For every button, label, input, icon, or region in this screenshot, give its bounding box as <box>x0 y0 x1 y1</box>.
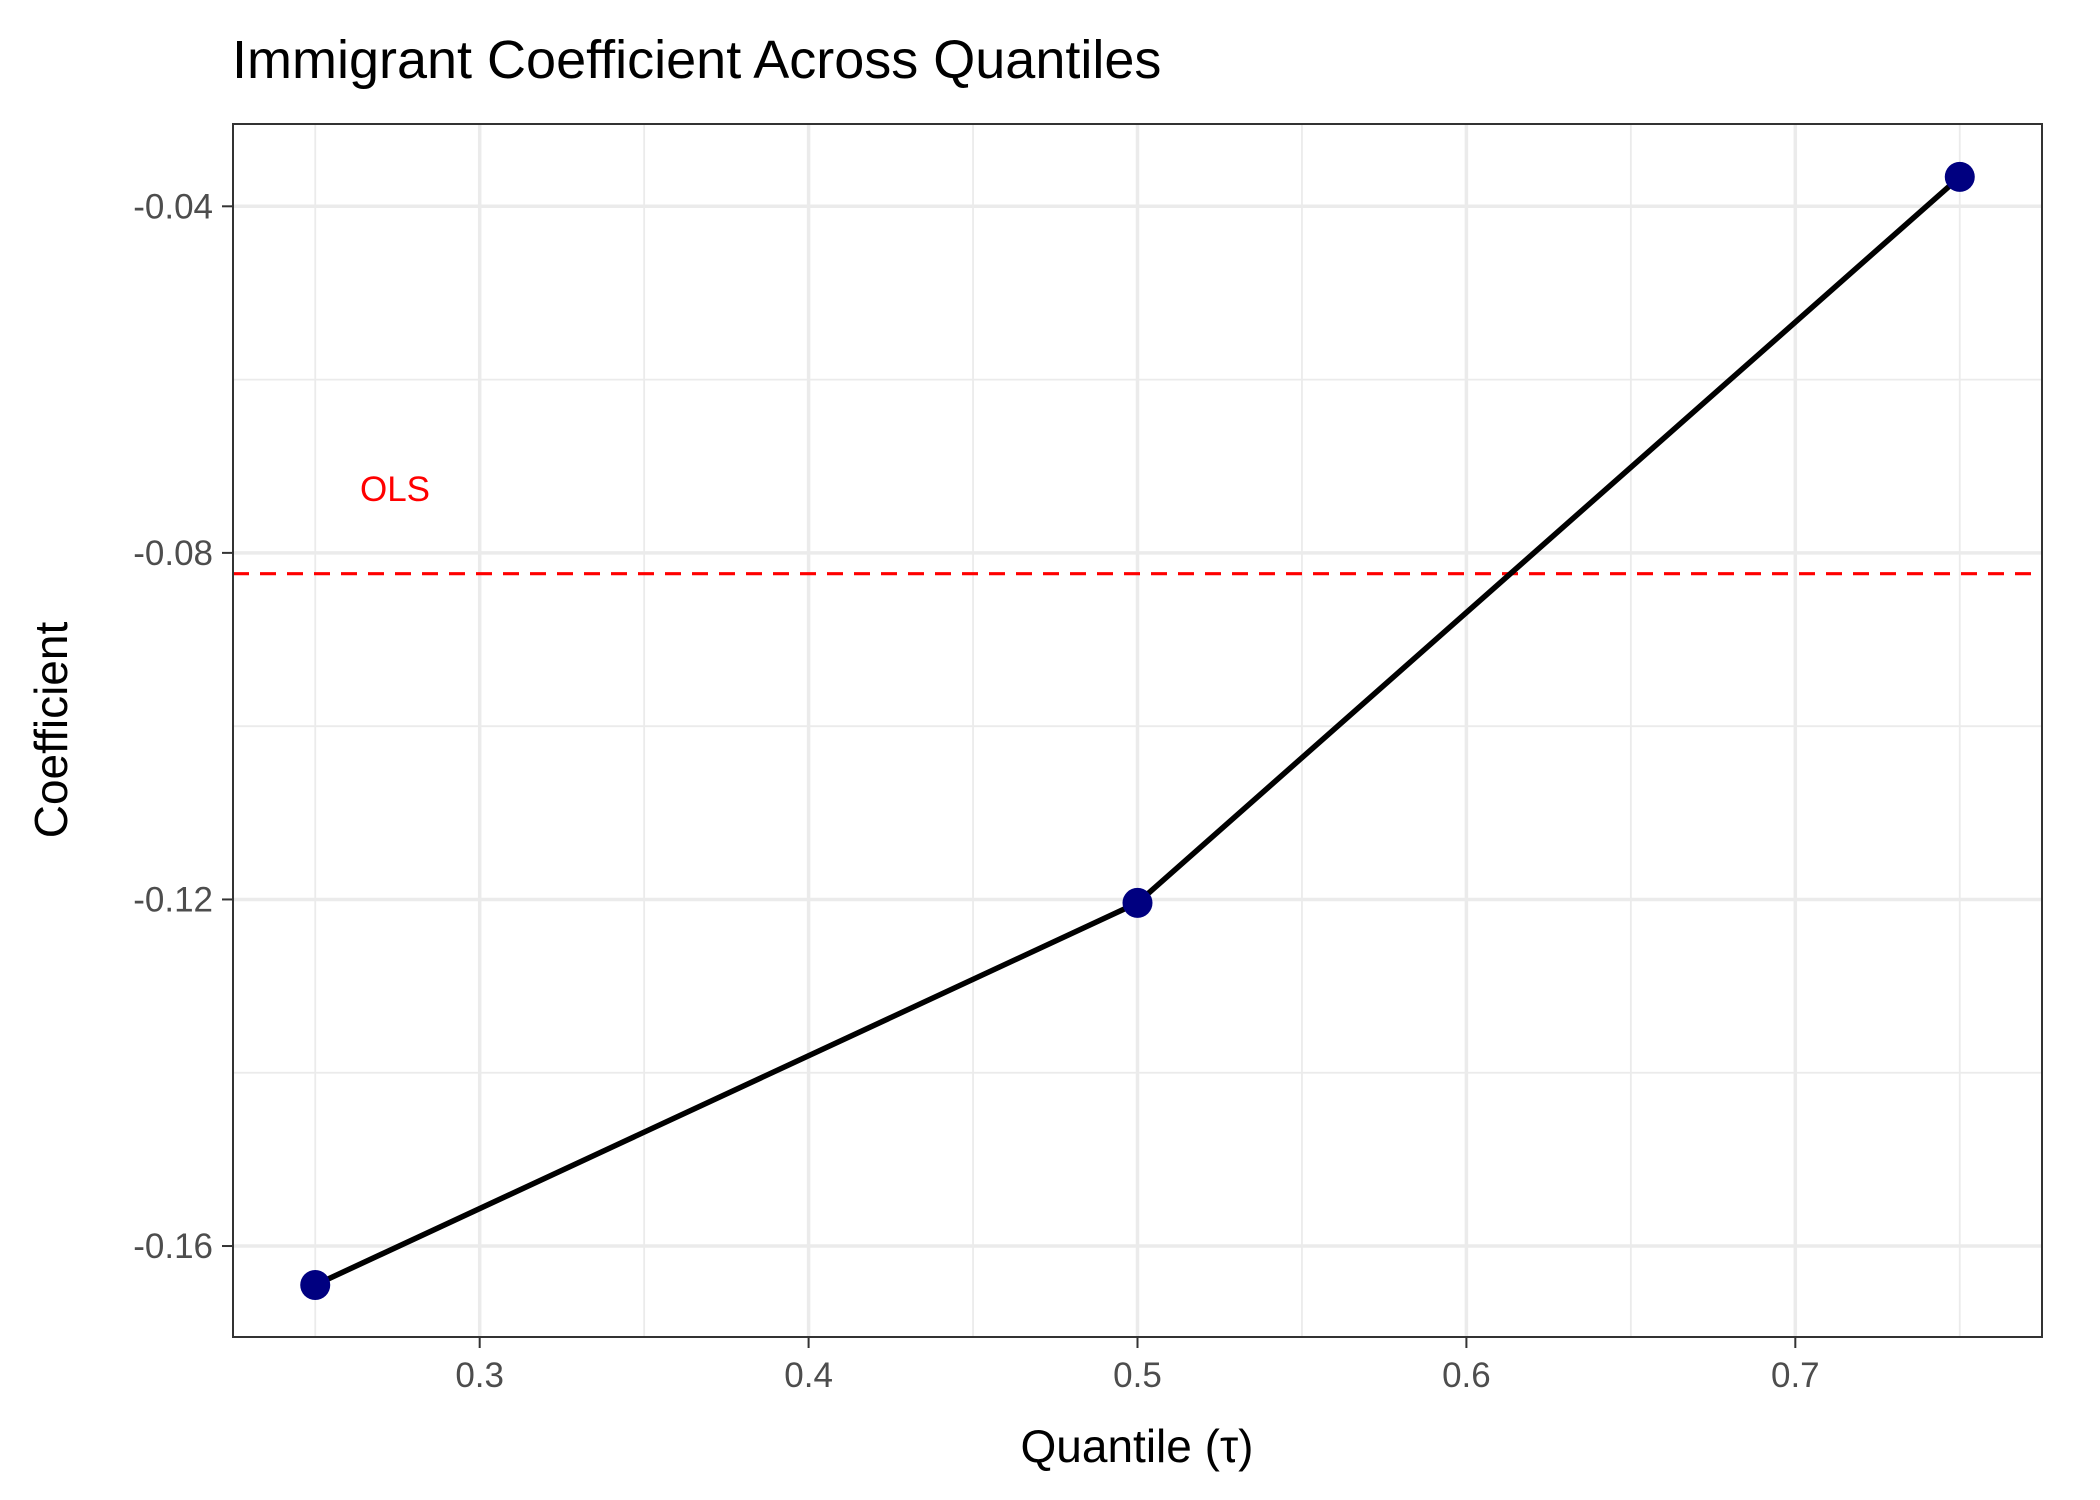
data-point <box>300 1270 331 1301</box>
x-axis-title: Quantile (τ) <box>1021 1420 1254 1472</box>
chart-title: Immigrant Coefficient Across Quantiles <box>232 30 1161 90</box>
y-axis: -0.16 -0.12 -0.08 -0.04 <box>133 187 233 1266</box>
data-points <box>300 161 1975 1301</box>
x-tick-label: 0.6 <box>1442 1356 1491 1395</box>
ols-label: OLS <box>360 470 430 509</box>
y-axis-title: Coefficient <box>25 622 77 839</box>
x-axis: 0.3 0.4 0.5 0.6 0.7 <box>455 1337 1820 1395</box>
x-tick-label: 0.7 <box>1771 1356 1820 1395</box>
x-tick-label: 0.4 <box>784 1356 833 1395</box>
y-tick-label: -0.08 <box>133 534 213 573</box>
x-tick-label: 0.3 <box>455 1356 504 1395</box>
data-point <box>1122 887 1153 918</box>
y-tick-label: -0.16 <box>133 1227 213 1266</box>
y-tick-label: -0.04 <box>133 187 213 226</box>
x-tick-label: 0.5 <box>1113 1356 1162 1395</box>
y-tick-label: -0.12 <box>133 880 213 919</box>
ols-reference: OLS <box>233 470 2042 576</box>
major-gridlines <box>233 124 2042 1337</box>
data-point <box>1944 161 1975 192</box>
